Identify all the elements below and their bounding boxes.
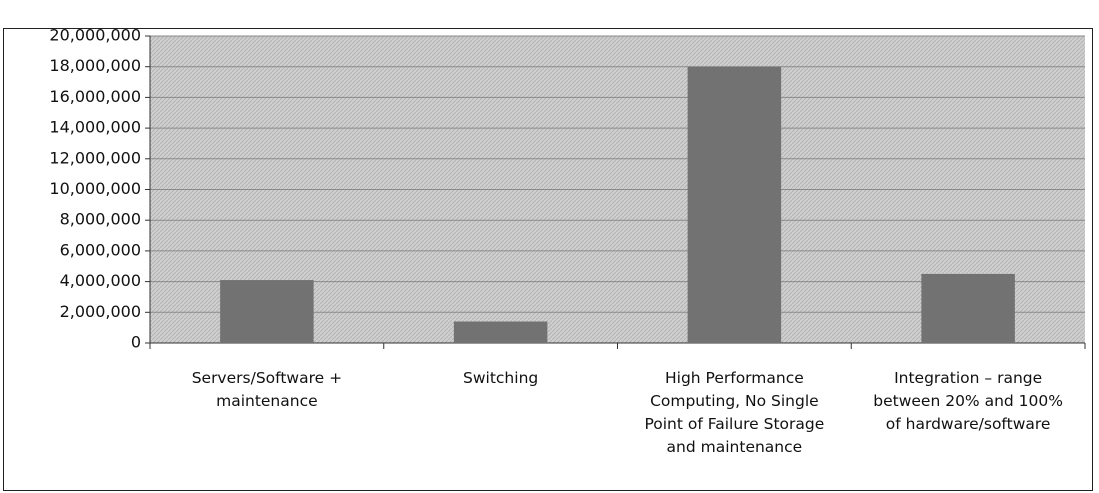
y-tick-label: 8,000,000 [60, 210, 141, 229]
chart-frame [3, 28, 1093, 491]
x-tick-label: Switching [463, 369, 539, 387]
y-tick-label: 6,000,000 [60, 240, 141, 259]
y-tick-label: 20,000,000 [49, 26, 141, 45]
y-tick-label: 14,000,000 [49, 118, 141, 137]
x-tick-label: High Performance Computing, No Single Po… [644, 369, 825, 456]
y-tick-label: 12,000,000 [49, 148, 141, 167]
x-tick-label: Integration – range between 20% and 100%… [873, 369, 1063, 433]
y-tick-label: 18,000,000 [49, 56, 141, 75]
bar [921, 273, 1015, 343]
y-tick-label: 16,000,000 [49, 87, 141, 106]
y-tick-label: 4,000,000 [60, 271, 141, 290]
bar [453, 321, 548, 343]
x-tick-label: Servers/Software + maintenance [191, 369, 343, 410]
bar [687, 66, 782, 343]
y-tick-label: 2,000,000 [60, 302, 141, 321]
y-tick-label: 0 [131, 333, 141, 352]
bar [220, 280, 314, 343]
y-tick-label: 10,000,000 [49, 179, 141, 198]
